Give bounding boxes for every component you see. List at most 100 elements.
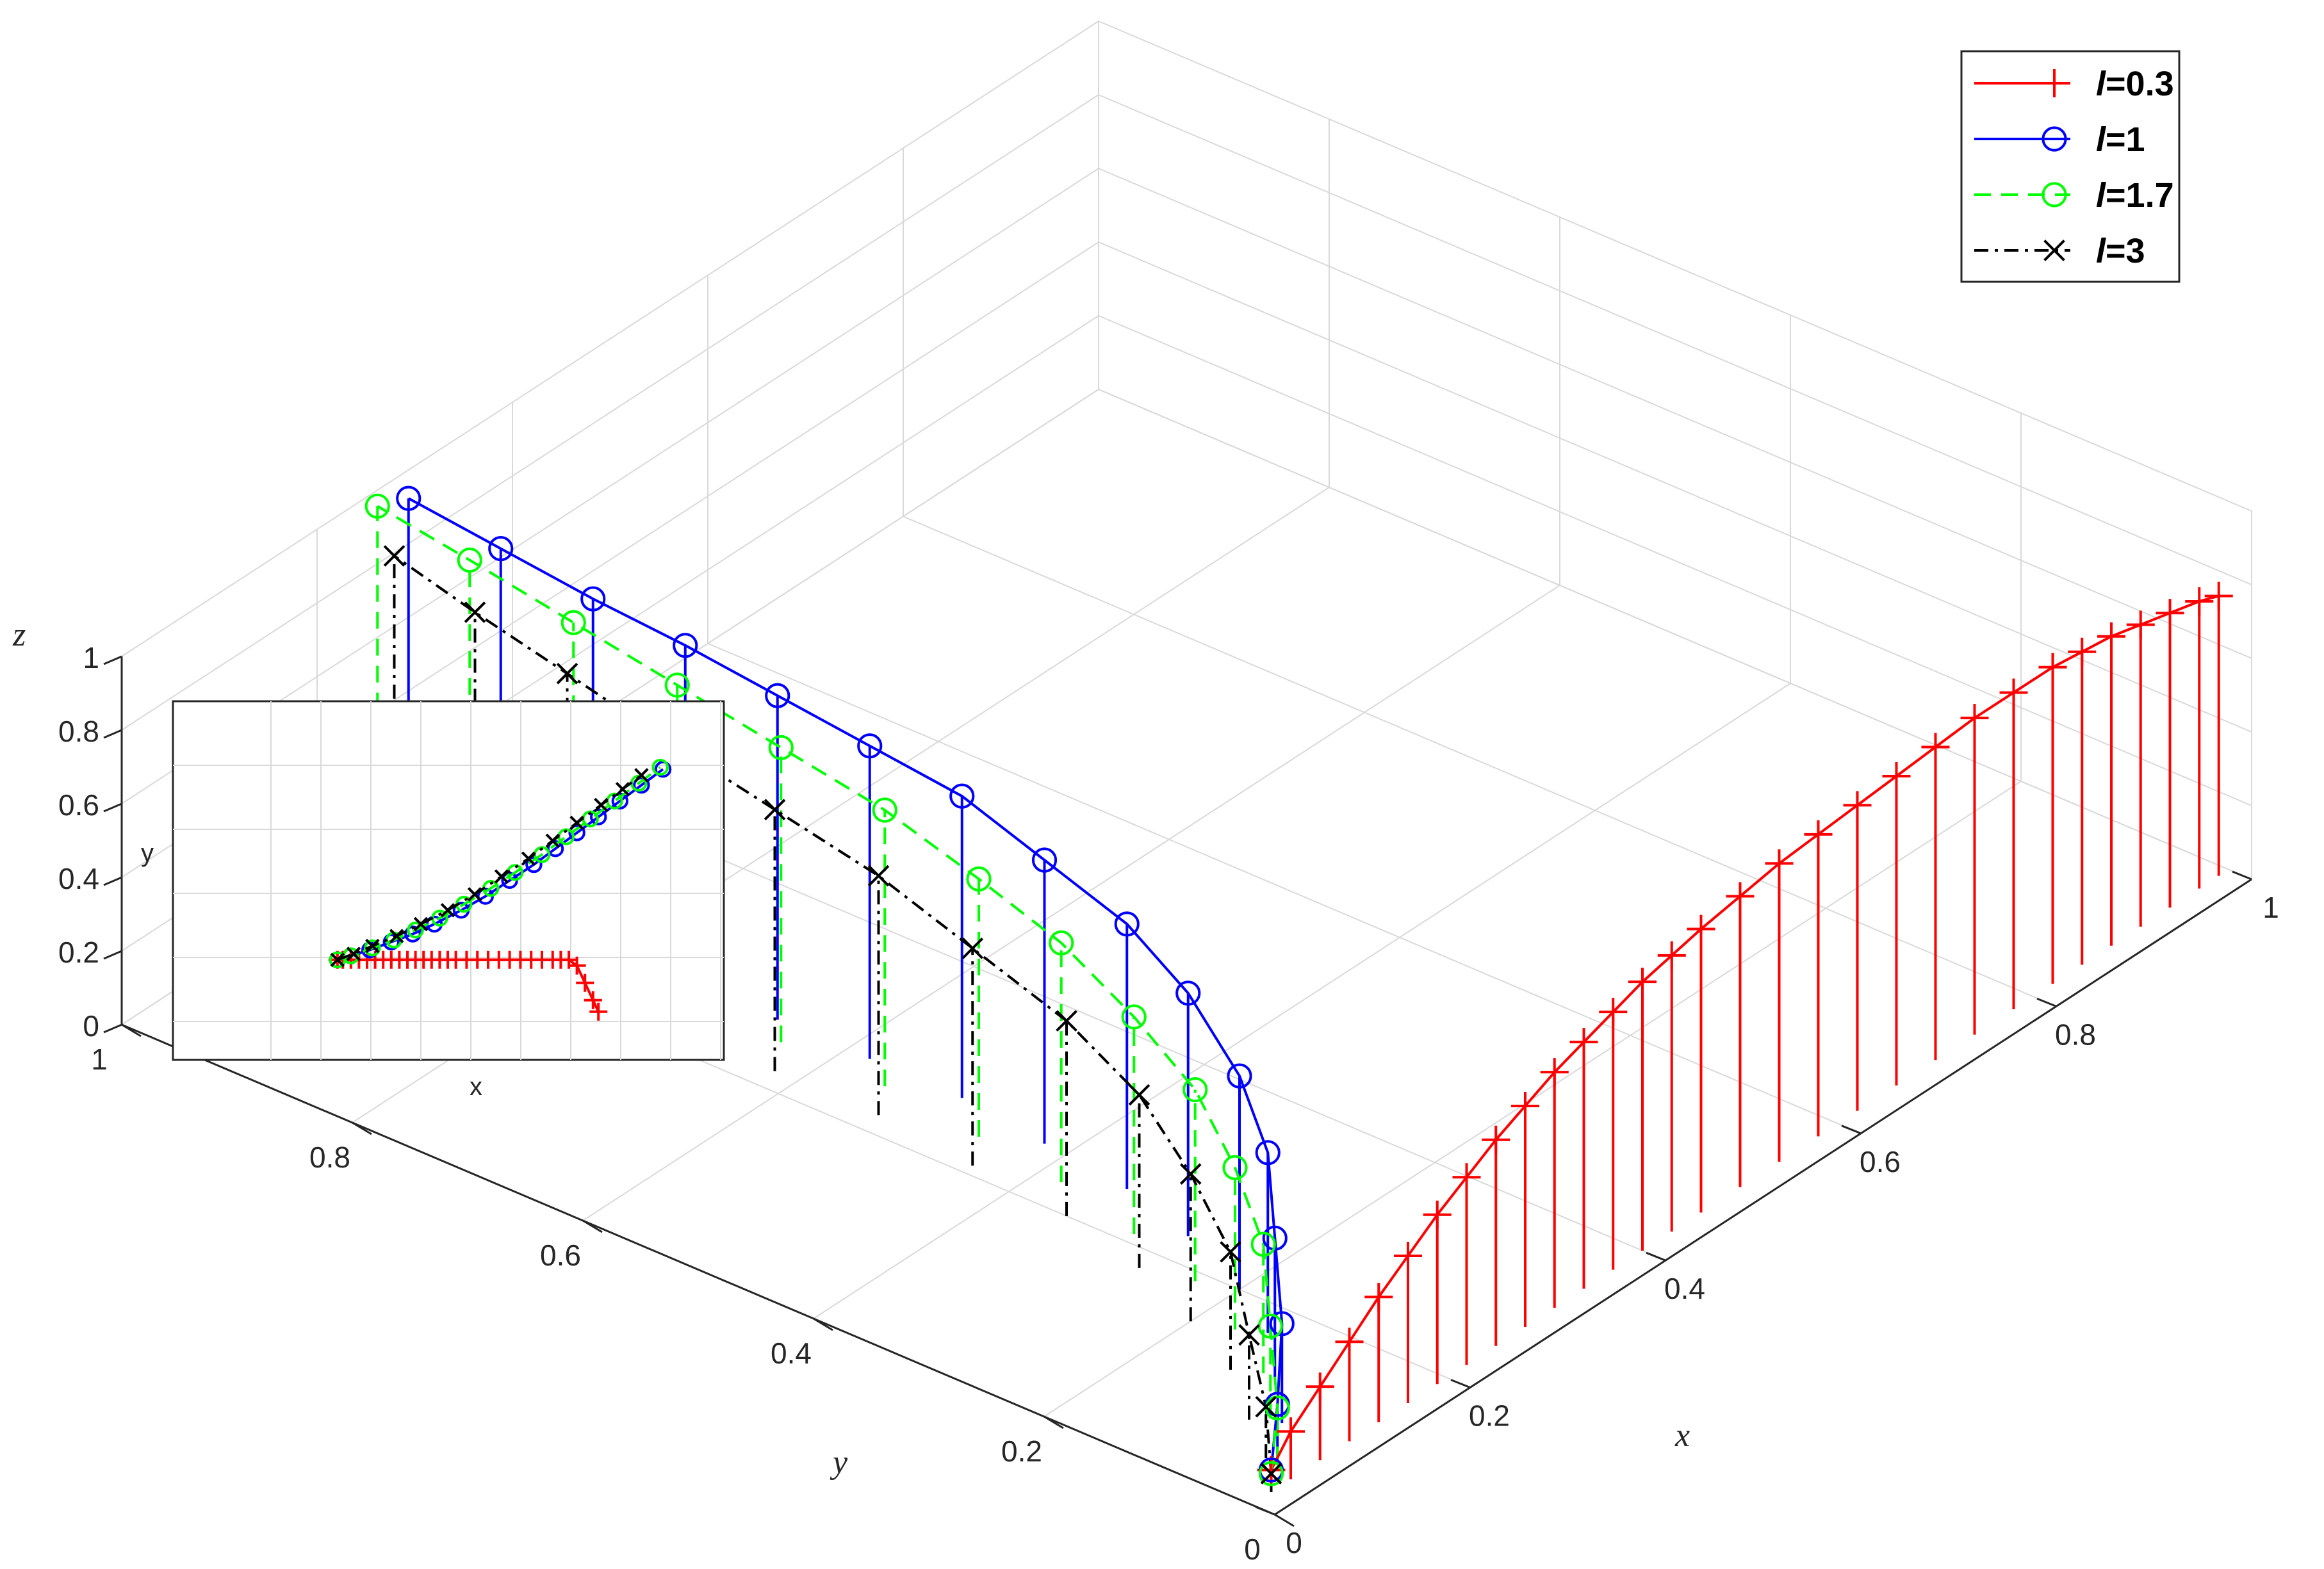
plus-marker <box>2126 610 2155 639</box>
circle-marker <box>1049 930 1074 955</box>
circle-marker <box>561 610 586 635</box>
z-tick-mark <box>103 729 122 739</box>
plus-marker <box>2204 581 2233 610</box>
plus-marker <box>1423 1200 1452 1229</box>
circle-marker <box>488 536 514 562</box>
plus-marker <box>1687 915 1715 943</box>
x-tick-mark <box>2036 998 2057 1007</box>
z-tick-mark <box>103 802 122 813</box>
circle-marker <box>407 922 424 939</box>
z-tick-label: 0.6 <box>58 788 99 822</box>
plus-marker <box>1599 998 1628 1027</box>
legend-label-value: =3 <box>2106 232 2145 270</box>
cross-marker <box>494 869 509 884</box>
circle-marker <box>1182 1077 1208 1103</box>
cross-marker <box>330 952 345 968</box>
x-tick-label: 0.6 <box>1860 1145 1901 1178</box>
circle-marker <box>2042 182 2067 207</box>
y-tick-label: 0.8 <box>309 1141 350 1174</box>
circle-marker <box>382 933 400 951</box>
circle-marker <box>765 683 790 708</box>
z-tick-label: 1 <box>83 641 99 674</box>
z-tick-mark <box>103 1023 122 1034</box>
cross-marker <box>365 938 380 954</box>
y-tick-mark <box>582 1219 603 1233</box>
legend-label-var: l <box>2096 232 2106 270</box>
legend-label-l=1: l=1 <box>2096 120 2145 159</box>
y-tick-mark <box>1274 1513 1295 1527</box>
legend-label-var: l <box>2096 65 2106 103</box>
cross-marker <box>389 929 404 943</box>
cross-marker <box>545 833 561 849</box>
x-tick-label: 0.8 <box>2055 1018 2096 1051</box>
plus-marker <box>1726 882 1755 911</box>
legend-label-var: l <box>2096 120 2106 159</box>
circle-marker <box>342 947 359 964</box>
plus-marker <box>1569 1028 1598 1057</box>
cross-marker <box>764 799 786 821</box>
cross-marker <box>634 768 649 783</box>
wall-grid-line <box>1098 241 2252 733</box>
inset-xy-projection: xy <box>141 700 725 1101</box>
legend-box <box>1960 50 2181 283</box>
circle-marker <box>1262 1225 1288 1251</box>
plus-marker <box>1277 1417 1305 1446</box>
cross-marker <box>1220 1241 1241 1263</box>
wall-grid-line <box>1098 20 2252 512</box>
circle-marker <box>768 735 794 761</box>
cross-marker <box>556 662 578 685</box>
x-tick-mark <box>1646 1251 1666 1262</box>
z-tick-label: 0.4 <box>58 862 99 895</box>
cross-marker <box>1056 1010 1077 1032</box>
plus-marker <box>1960 704 1989 733</box>
circle-marker <box>633 776 650 794</box>
x-tick-mark <box>2232 870 2252 881</box>
circle-marker <box>525 856 543 874</box>
z-tick-mark <box>103 655 122 665</box>
circle-marker <box>611 792 628 810</box>
cross-marker <box>521 851 536 866</box>
cross-marker <box>594 797 609 813</box>
circle-marker <box>664 672 690 698</box>
floor-grid-line <box>903 516 2057 1007</box>
z-tick-mark <box>103 950 122 960</box>
legend-label-l=1.7: l=1.7 <box>2096 176 2174 215</box>
plus-marker <box>1843 791 1872 820</box>
y-tick-mark <box>352 1121 372 1135</box>
floor-grid-line <box>707 642 1862 1134</box>
wall-grid-line <box>121 168 1099 804</box>
z-tick-label: 0.8 <box>58 715 99 748</box>
plus-marker <box>1335 1328 1364 1356</box>
z-axis-title: z <box>12 617 26 653</box>
plus-marker <box>568 956 586 975</box>
curve-l=1.7 <box>377 505 1279 1474</box>
plus-marker <box>1364 1283 1393 1312</box>
circle-marker <box>872 797 897 823</box>
circle-marker <box>1258 1461 1284 1486</box>
circle-marker <box>580 586 606 612</box>
wall-grid-line <box>121 20 1099 657</box>
circle-marker <box>673 633 698 658</box>
plus-marker <box>1804 820 1833 849</box>
inset-x-label: x <box>470 1073 482 1101</box>
cross-marker <box>867 865 890 887</box>
plus-marker <box>1765 849 1794 878</box>
circle-marker <box>1250 1232 1276 1257</box>
plus-marker <box>2185 587 2214 615</box>
cross-marker <box>1128 1084 1150 1106</box>
circle-marker <box>1222 1155 1248 1180</box>
circle-marker <box>2042 126 2067 152</box>
wall-grid-line <box>1098 94 2252 585</box>
floor-grid-line <box>813 683 1791 1319</box>
circle-marker <box>1121 1004 1147 1030</box>
legend-label-value: =0.3 <box>2106 65 2174 103</box>
cross-marker <box>346 947 361 961</box>
plus-marker <box>589 1002 608 1021</box>
circle-marker <box>396 485 421 511</box>
x-axis-line <box>1274 878 2252 1516</box>
cross-marker <box>467 887 482 902</box>
circle-marker <box>546 840 564 858</box>
y-tick-mark <box>1043 1415 1064 1429</box>
tick-labels: 0000.20.20.20.40.40.40.60.60.60.80.80.81… <box>58 641 2279 1566</box>
